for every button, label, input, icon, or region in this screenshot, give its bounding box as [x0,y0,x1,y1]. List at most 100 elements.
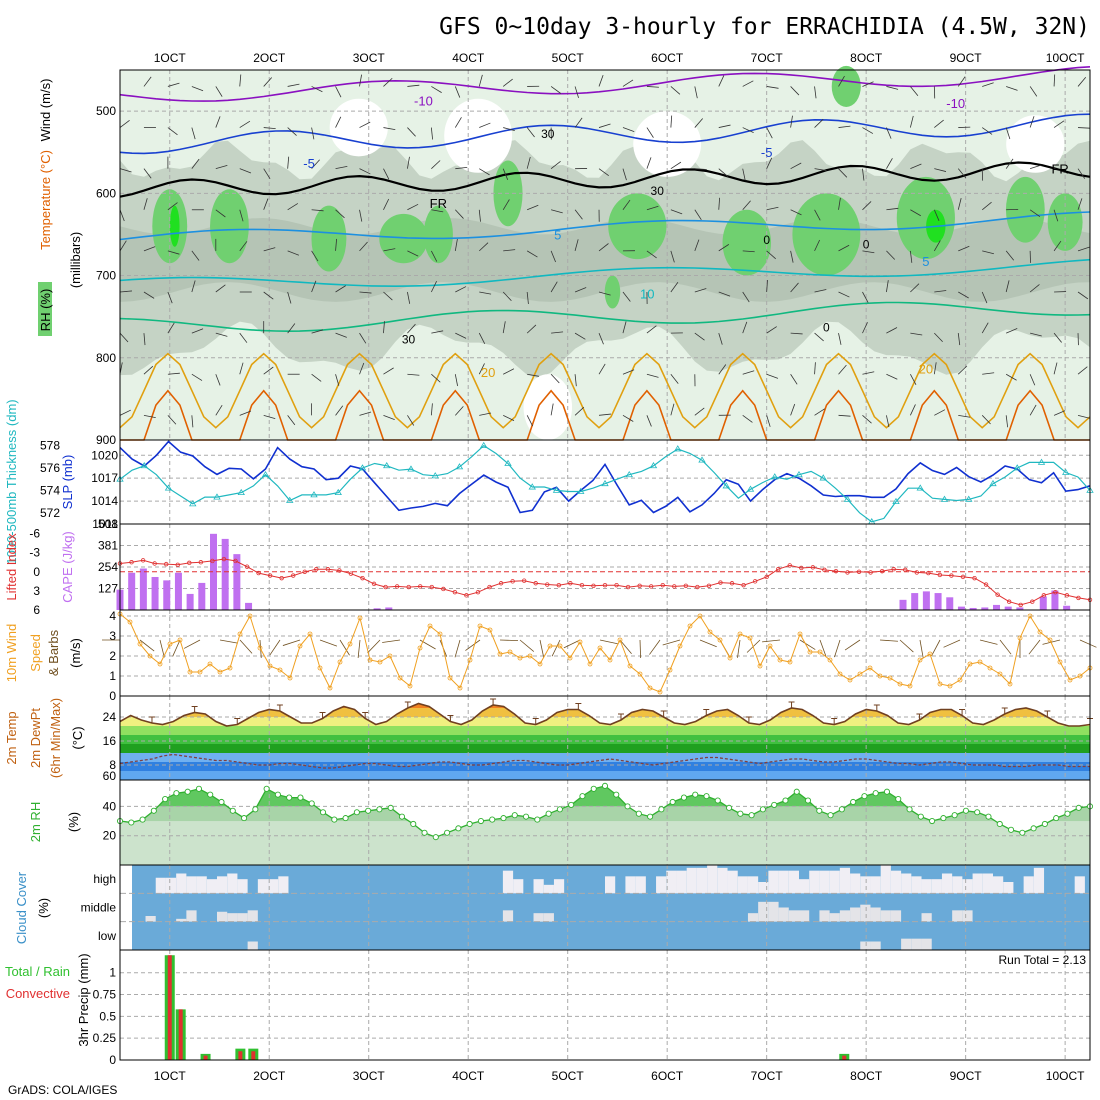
wind-barb-10m [367,639,381,654]
li-marker [291,573,296,578]
wind-barb [622,414,634,422]
cloud-cell [819,910,830,922]
rh2m-marker [398,813,406,820]
wind-barb [335,209,345,219]
cloud-cell [533,879,544,894]
rh2m-marker [771,801,778,808]
cloud-cell [911,876,922,894]
rh2m-marker [951,812,958,819]
wind-barb [910,209,921,217]
rh2m-marker [455,825,462,832]
panel-frame [119,439,1091,525]
cloud-cell [747,913,759,922]
rh-moist-patch [722,209,772,276]
wind10m-marker [547,643,553,649]
precip-convective-bar [251,1051,256,1060]
cloud-cell [1033,867,1045,894]
wind10m-marker [467,657,473,663]
thickness-marker [1013,464,1021,471]
precip-tick-label: 1 [109,966,116,980]
wind-barb [742,321,748,334]
wind-barb [527,204,539,211]
wind-barb-10m [183,639,201,649]
rh2m-marker [229,807,236,814]
wind10m-axis-label: 10m Wind [4,624,19,683]
wind10m-marker [627,663,633,669]
wind10m-marker [517,655,523,661]
wind-barb-10m [737,639,741,658]
wind-barb [431,209,444,213]
x-axis-labels: 1OCT 1OCT 2OCT 2OCT 3OCT 3OCT 4OCT 4OCT 5OCT 5OCT… [154,51,1085,1083]
wind-barb [694,118,703,128]
rh2m-marker [804,797,812,804]
li-line [119,558,1091,606]
wind-tick-label: 2 [109,649,116,663]
wind-barb [742,168,746,181]
wind-barb [790,403,796,416]
wind-barb [1029,209,1041,217]
li-marker [614,582,619,588]
wind-barb [191,415,194,428]
wind-barb [1077,76,1087,87]
wind-barb [862,371,875,375]
wind-barb [1078,127,1091,129]
rh2m-marker [1007,826,1015,833]
li-marker [695,584,700,590]
wind-barb [167,291,173,304]
wind10m-marker [1017,635,1023,641]
wind-barb [383,321,385,334]
li-marker [983,582,989,587]
rh2m-marker [274,791,281,798]
wind-barb [718,75,725,87]
wind-barb [886,86,899,90]
temp-tick-label: 60 [103,769,117,783]
cloud-cell [1023,876,1034,894]
isotherm-line [119,211,1091,241]
li-marker [302,569,307,574]
cape-bar [233,554,241,610]
wind-barb [407,291,411,304]
wind-barb [598,243,609,252]
thickness-tick-label: 572 [40,506,60,520]
cloud-cell [227,913,238,922]
x-tick-label-top: 5OCT [552,51,585,65]
wind-barb [598,168,609,177]
rh2m-marker [793,788,800,795]
wind10m-marker [587,661,593,667]
wind-barb-10m [339,639,350,656]
thickness-marker [358,464,367,471]
contour-label: -5 [303,156,315,171]
cloud-cell [962,910,973,922]
wind-barb [311,86,323,93]
wind-barb-10m [1028,639,1041,655]
wind-barb [526,415,533,427]
rh2m-marker [556,806,563,813]
wind10m-marker [577,639,583,645]
wind10m-marker [767,643,773,649]
rh2m-marker [940,815,947,822]
thickness-marker [892,497,900,505]
wind-barb [455,406,464,416]
contour-label: 20 [481,365,495,380]
rh2m-marker [895,796,902,803]
li-marker [776,567,781,572]
cloud-cell [860,904,871,922]
wind10m-marker [637,671,643,677]
wind10m-marker [847,677,853,683]
wind-barb [119,332,129,343]
li-marker [394,584,400,589]
wind10m-marker [897,681,903,687]
wind10m-marker [757,663,763,669]
rh2m-marker [207,791,214,798]
wind-barb [287,83,300,87]
wind10m-marker [1027,613,1033,619]
wind-barb [430,281,437,293]
rh-moist-patch [311,205,347,272]
wind-barb-10m [639,639,642,659]
panel-cloud: high middle low Cloud Cover (%) [14,864,1091,951]
wind-barb [694,209,702,221]
precip-convective-bar [178,1009,183,1060]
wind-barb [766,127,773,139]
wind-barb [910,163,922,170]
li-marker [845,570,850,575]
